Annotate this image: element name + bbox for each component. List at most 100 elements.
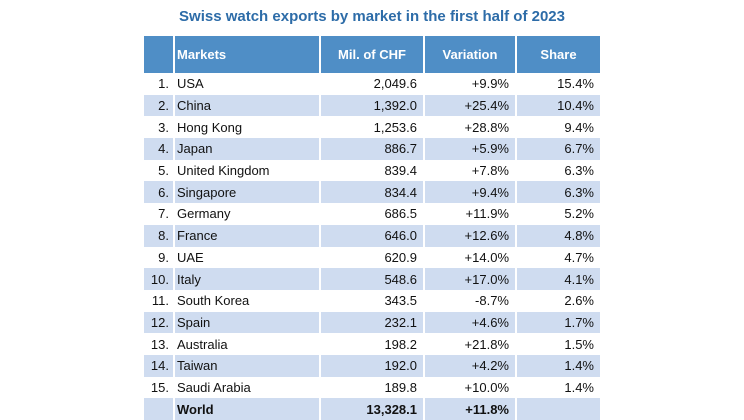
row-market: Saudi Arabia <box>174 376 321 399</box>
table-row: 2. China 1,392.0 +25.4% 10.4% <box>144 94 600 117</box>
header-row: Markets Mil. of CHF Variation Share <box>144 36 600 73</box>
table-row: 4. Japan 886.7 +5.9% 6.7% <box>144 138 600 160</box>
row-market: Germany <box>174 203 321 225</box>
row-mil-chf: 886.7 <box>320 138 425 160</box>
row-share: 5.2% <box>516 203 600 225</box>
row-rank: 1. <box>144 73 175 95</box>
row-mil-chf: 548.6 <box>320 268 425 290</box>
row-variation: +11.9% <box>424 203 517 225</box>
row-share: 4.7% <box>516 246 600 269</box>
row-share: 1.4% <box>516 354 600 377</box>
row-variation: +9.4% <box>424 181 517 204</box>
table-row: 10. Italy 548.6 +17.0% 4.1% <box>144 268 600 290</box>
row-rank: 3. <box>144 116 175 139</box>
row-mil-chf: 646.0 <box>320 224 425 247</box>
row-variation: +7.8% <box>424 159 517 182</box>
table-row: 14. Taiwan 192.0 +4.2% 1.4% <box>144 354 600 377</box>
row-share: 6.3% <box>516 159 600 182</box>
row-rank: 4. <box>144 138 175 160</box>
table-row: 15. Saudi Arabia 189.8 +10.0% 1.4% <box>144 376 600 399</box>
total-market: World <box>174 398 321 420</box>
row-rank: 13. <box>144 333 175 355</box>
row-market: China <box>174 94 321 117</box>
row-market: United Kingdom <box>174 159 321 182</box>
row-variation: +4.2% <box>424 354 517 377</box>
table-body: 1. USA 2,049.6 +9.9% 15.4% 2. China 1,392.0 +25.… <box>144 73 600 420</box>
chart-title: Swiss watch exports by market in the fir… <box>179 8 565 25</box>
row-rank: 7. <box>144 203 175 225</box>
total-share <box>516 398 600 420</box>
row-rank: 5. <box>144 159 175 182</box>
table-row: 11. South Korea 343.5 -8.7% 2.6% <box>144 289 600 312</box>
table-row: 13. Australia 198.2 +21.8% 1.5% <box>144 333 600 355</box>
row-variation: +4.6% <box>424 311 517 334</box>
row-share: 6.3% <box>516 181 600 204</box>
row-share: 1.4% <box>516 376 600 399</box>
row-market: USA <box>174 73 321 95</box>
row-mil-chf: 1,392.0 <box>320 94 425 117</box>
row-mil-chf: 2,049.6 <box>320 73 425 95</box>
row-mil-chf: 192.0 <box>320 354 425 377</box>
row-mil-chf: 686.5 <box>320 203 425 225</box>
row-market: Italy <box>174 268 321 290</box>
row-share: 6.7% <box>516 138 600 160</box>
row-mil-chf: 1,253.6 <box>320 116 425 139</box>
total-row: World 13,328.1 +11.8% <box>144 398 600 420</box>
row-variation: +5.9% <box>424 138 517 160</box>
header-rank-cell <box>144 36 175 73</box>
row-rank: 2. <box>144 94 175 117</box>
table-row: 8. France 646.0 +12.6% 4.8% <box>144 224 600 247</box>
row-rank: 12. <box>144 311 175 334</box>
table-row: 6. Singapore 834.4 +9.4% 6.3% <box>144 181 600 204</box>
header-share: Share <box>516 36 600 73</box>
row-mil-chf: 232.1 <box>320 311 425 334</box>
row-rank: 15. <box>144 376 175 399</box>
row-rank: 10. <box>144 268 175 290</box>
row-market: Australia <box>174 333 321 355</box>
row-market: France <box>174 224 321 247</box>
total-mil-chf: 13,328.1 <box>320 398 425 420</box>
row-market: Taiwan <box>174 354 321 377</box>
row-variation: +25.4% <box>424 94 517 117</box>
table-row: 3. Hong Kong 1,253.6 +28.8% 9.4% <box>144 116 600 139</box>
header-variation: Variation <box>424 36 517 73</box>
row-variation: +17.0% <box>424 268 517 290</box>
row-market: UAE <box>174 246 321 269</box>
row-share: 4.8% <box>516 224 600 247</box>
total-variation: +11.8% <box>424 398 517 420</box>
row-rank: 14. <box>144 354 175 377</box>
table-header: Markets Mil. of CHF Variation Share <box>144 36 600 73</box>
row-rank: 6. <box>144 181 175 204</box>
total-rank <box>144 398 175 420</box>
row-market: Singapore <box>174 181 321 204</box>
row-share: 15.4% <box>516 73 600 95</box>
row-share: 1.7% <box>516 311 600 334</box>
row-variation: +9.9% <box>424 73 517 95</box>
exports-table: Markets Mil. of CHF Variation Share 1. US… <box>144 36 600 420</box>
row-share: 1.5% <box>516 333 600 355</box>
row-rank: 11. <box>144 289 175 312</box>
row-mil-chf: 839.4 <box>320 159 425 182</box>
row-mil-chf: 834.4 <box>320 181 425 204</box>
row-mil-chf: 343.5 <box>320 289 425 312</box>
row-market: Hong Kong <box>174 116 321 139</box>
row-variation: +28.8% <box>424 116 517 139</box>
row-variation: +14.0% <box>424 246 517 269</box>
row-share: 4.1% <box>516 268 600 290</box>
row-variation: +21.8% <box>424 333 517 355</box>
table-row: 12. Spain 232.1 +4.6% 1.7% <box>144 311 600 334</box>
row-variation: -8.7% <box>424 289 517 312</box>
row-variation: +12.6% <box>424 224 517 247</box>
row-share: 9.4% <box>516 116 600 139</box>
row-share: 10.4% <box>516 94 600 117</box>
row-mil-chf: 198.2 <box>320 333 425 355</box>
row-variation: +10.0% <box>424 376 517 399</box>
row-market: Spain <box>174 311 321 334</box>
row-market: South Korea <box>174 289 321 312</box>
row-mil-chf: 189.8 <box>320 376 425 399</box>
row-share: 2.6% <box>516 289 600 312</box>
header-mil-chf: Mil. of CHF <box>320 36 425 73</box>
row-rank: 9. <box>144 246 175 269</box>
table-row: 1. USA 2,049.6 +9.9% 15.4% <box>144 73 600 95</box>
row-rank: 8. <box>144 224 175 247</box>
